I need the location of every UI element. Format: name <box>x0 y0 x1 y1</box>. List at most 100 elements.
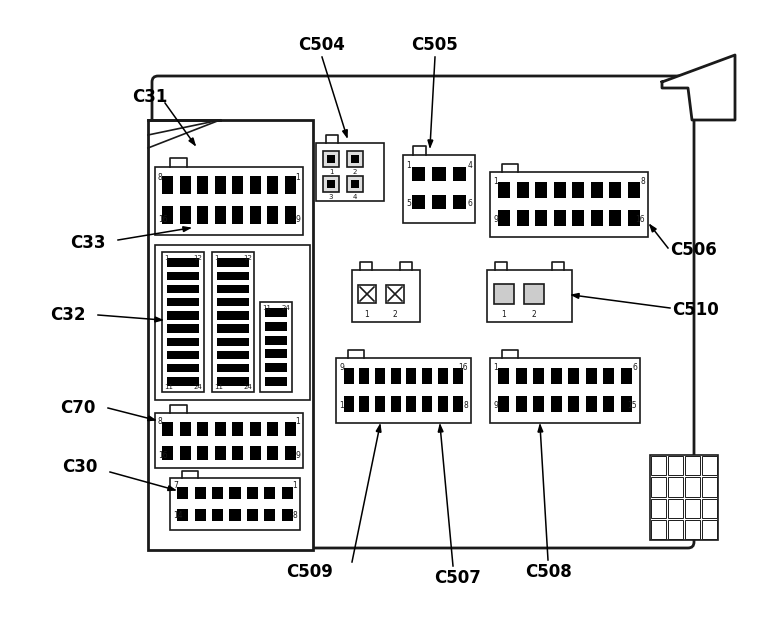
Text: 2: 2 <box>353 169 357 175</box>
Bar <box>375 396 385 412</box>
Bar <box>267 176 278 194</box>
Bar <box>406 396 417 412</box>
Bar <box>344 396 354 412</box>
Bar <box>524 284 544 304</box>
Bar <box>351 180 359 188</box>
Bar <box>168 258 199 267</box>
Bar <box>247 487 258 499</box>
Polygon shape <box>662 55 735 120</box>
Bar <box>516 396 527 412</box>
Text: C504: C504 <box>298 36 345 54</box>
Bar <box>218 311 249 319</box>
Bar <box>218 324 249 333</box>
Text: 24: 24 <box>281 305 290 311</box>
Bar <box>155 245 310 400</box>
Bar <box>586 368 597 384</box>
Bar <box>282 509 293 521</box>
Bar <box>412 195 425 209</box>
Bar <box>572 211 584 226</box>
Bar <box>702 520 717 539</box>
Bar <box>162 252 204 392</box>
Bar <box>359 396 370 412</box>
Bar <box>498 211 511 226</box>
Bar <box>285 422 296 436</box>
Bar <box>609 211 621 226</box>
Bar <box>162 446 173 460</box>
Bar <box>265 322 287 331</box>
Text: 1: 1 <box>339 401 344 411</box>
Bar <box>702 499 717 518</box>
Bar <box>250 422 261 436</box>
Bar <box>168 364 199 372</box>
Bar <box>285 176 296 194</box>
Bar <box>685 456 700 475</box>
Bar <box>215 206 226 224</box>
Text: 8: 8 <box>464 401 468 411</box>
Bar <box>177 487 188 499</box>
Bar <box>375 368 385 384</box>
Bar <box>168 285 199 293</box>
Text: 1: 1 <box>365 310 370 319</box>
Bar <box>391 396 401 412</box>
Bar <box>554 211 565 226</box>
Bar <box>323 151 339 167</box>
Bar <box>359 368 370 384</box>
Text: 1: 1 <box>164 255 168 261</box>
Text: 8: 8 <box>640 176 645 186</box>
Text: C505: C505 <box>412 36 458 54</box>
Text: 1: 1 <box>406 161 411 169</box>
Text: 9: 9 <box>493 401 498 411</box>
Bar <box>494 284 514 304</box>
Text: 1: 1 <box>292 481 297 491</box>
Text: 6: 6 <box>467 199 472 208</box>
Bar <box>265 349 287 358</box>
Bar <box>422 396 432 412</box>
Bar <box>336 358 471 423</box>
Bar <box>391 368 401 384</box>
Bar <box>422 368 432 384</box>
Bar <box>554 182 565 198</box>
Bar <box>668 520 683 539</box>
Bar <box>170 478 300 530</box>
Bar <box>168 311 199 319</box>
Text: 11: 11 <box>164 384 173 390</box>
Text: 1: 1 <box>493 362 498 371</box>
Bar <box>487 270 572 322</box>
Bar <box>438 396 448 412</box>
Bar <box>218 258 249 267</box>
Bar <box>197 206 208 224</box>
Text: 11: 11 <box>214 384 223 390</box>
Bar <box>197 176 208 194</box>
Bar <box>197 446 208 460</box>
Polygon shape <box>343 129 347 137</box>
Bar <box>148 120 313 550</box>
Bar <box>702 478 717 496</box>
Text: 1: 1 <box>295 416 300 426</box>
Bar <box>533 368 544 384</box>
Bar <box>218 351 249 359</box>
Bar <box>265 309 287 318</box>
Bar <box>572 182 584 198</box>
Bar <box>438 368 448 384</box>
Bar <box>628 182 640 198</box>
Polygon shape <box>428 140 433 147</box>
Bar <box>453 167 467 181</box>
Bar <box>267 422 278 436</box>
Text: 16: 16 <box>158 451 168 459</box>
Bar <box>412 167 425 181</box>
Text: C32: C32 <box>50 306 86 324</box>
Polygon shape <box>650 225 656 232</box>
Bar <box>194 509 206 521</box>
Bar <box>218 377 249 386</box>
Bar <box>265 363 287 372</box>
Bar <box>347 176 363 192</box>
Bar <box>603 396 615 412</box>
Text: 14: 14 <box>173 511 182 521</box>
Text: 9: 9 <box>295 451 300 459</box>
Text: 1: 1 <box>493 176 498 186</box>
Bar <box>232 422 244 436</box>
Bar <box>453 368 464 384</box>
Bar <box>168 324 199 333</box>
Bar <box>177 509 188 521</box>
Bar <box>591 182 603 198</box>
